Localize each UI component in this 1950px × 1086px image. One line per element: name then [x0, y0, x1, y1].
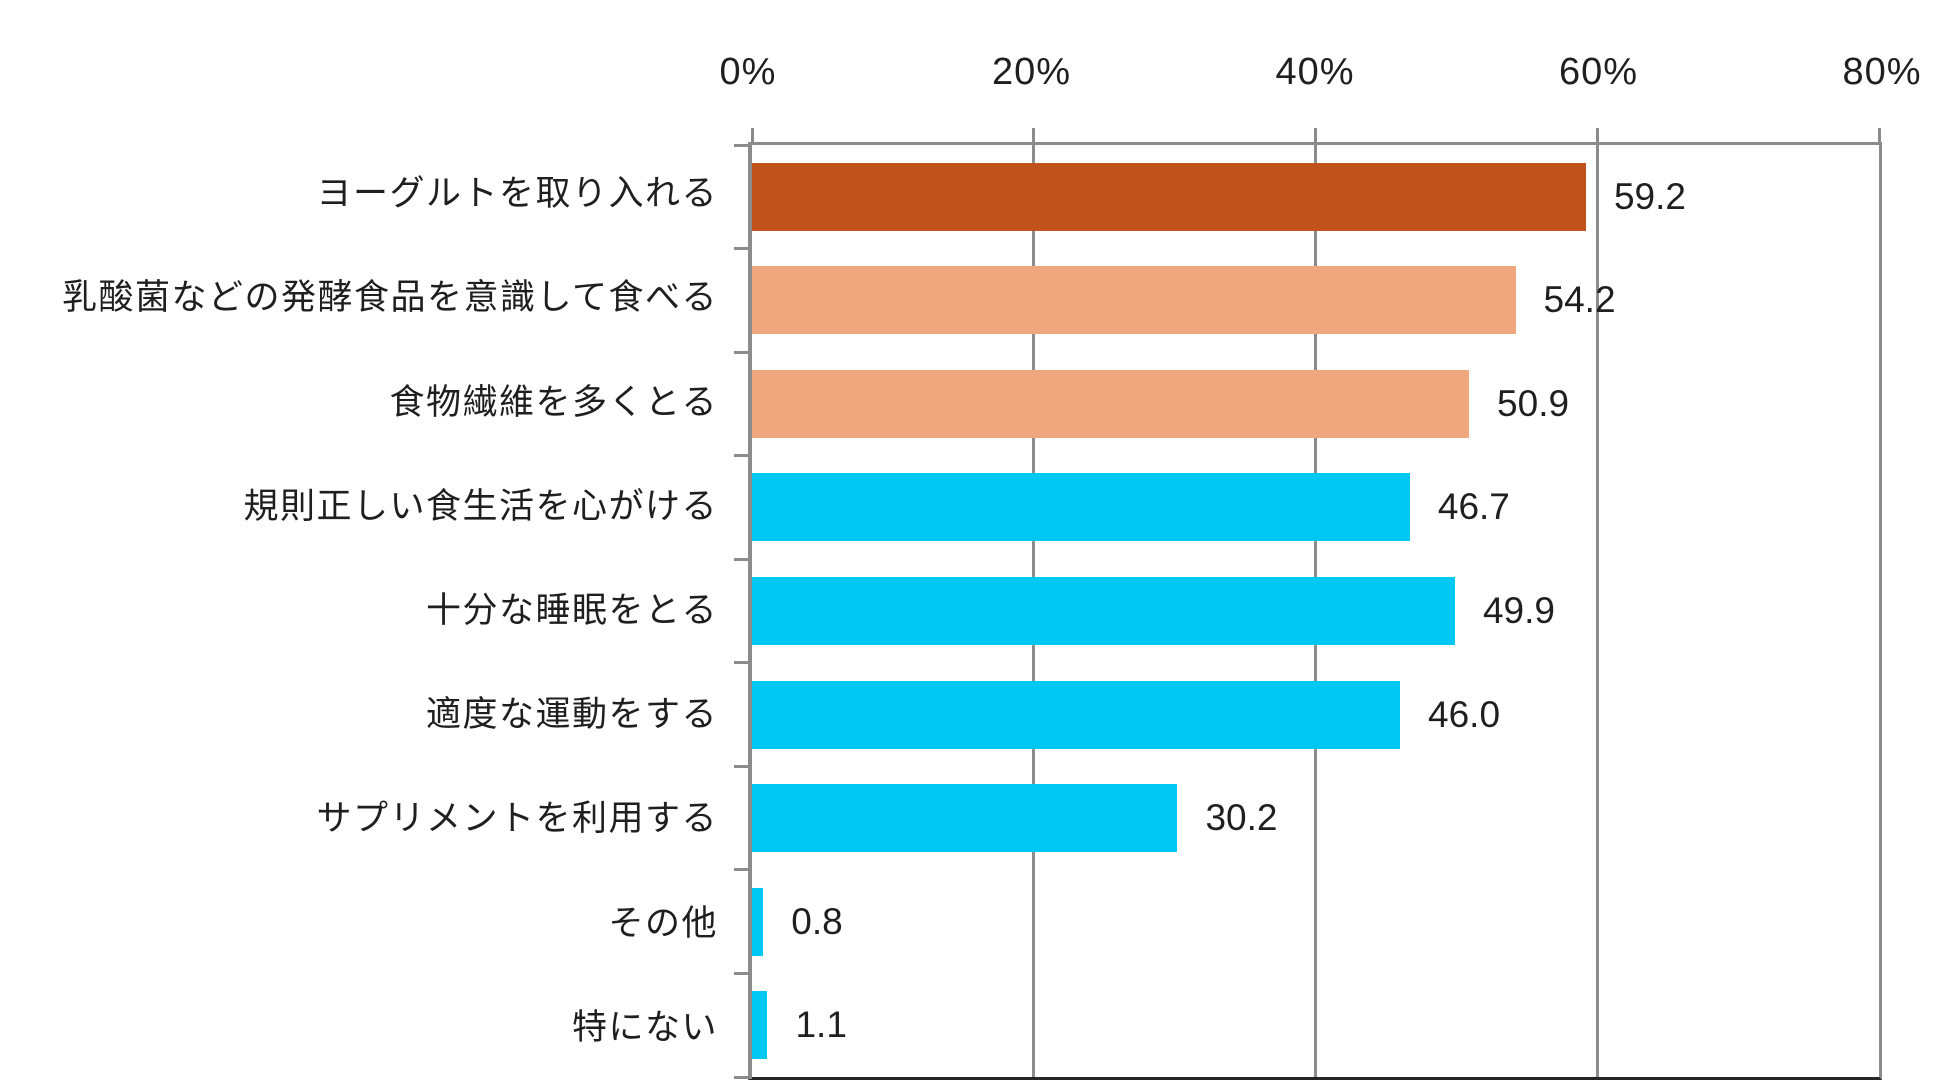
bar-row: 0.8 — [752, 870, 1879, 974]
x-axis-tick-mark — [1877, 128, 1881, 145]
category-label: 規則正しい食生活を心がける — [243, 486, 718, 526]
bar — [752, 576, 1455, 645]
gridline — [1595, 145, 1599, 1077]
y-axis-tick-mark — [734, 454, 752, 458]
y-axis-tick-mark — [734, 1075, 752, 1079]
category-label: その他 — [608, 903, 718, 943]
y-axis-tick-mark — [734, 661, 752, 665]
category-label: 食物繊維を多くとる — [389, 382, 718, 422]
y-axis-tick-mark — [734, 764, 752, 768]
category-label: 適度な運動をする — [425, 695, 718, 735]
category-axis: ヨーグルトを取り入れる乳酸菌などの発酵食品を意識して食べる食物繊維を多くとる規則… — [0, 142, 718, 1080]
plot-area: 59.2 54.2 50.9 46.7 49.9 46.0 30.2 0.8 1.1 — [734, 128, 1882, 1080]
bar — [752, 887, 764, 956]
bar-row: 1.1 — [752, 973, 1879, 1077]
bar-value-label: 30.2 — [1205, 797, 1278, 839]
bar — [752, 369, 1470, 438]
category-label: ヨーグルトを取り入れる — [316, 174, 718, 214]
x-axis-tick-label: 60% — [1558, 51, 1639, 93]
bar-row: 59.2 — [752, 145, 1879, 249]
bar-row: 50.9 — [752, 352, 1879, 456]
bar — [752, 991, 768, 1060]
x-axis-tick-mark — [750, 128, 754, 145]
bar-value-label: 54.2 — [1543, 279, 1616, 321]
y-axis-tick-mark — [734, 350, 752, 354]
bar-row: 30.2 — [752, 766, 1879, 870]
bar-value-label: 59.2 — [1613, 175, 1686, 217]
x-axis-tick-mark — [1595, 128, 1599, 145]
bar-value-label: 46.0 — [1428, 693, 1501, 735]
y-axis-tick-mark — [734, 247, 752, 251]
bar — [752, 162, 1586, 231]
bar-row: 54.2 — [752, 249, 1879, 353]
x-axis-tick-mark — [1032, 128, 1036, 145]
category-label: 乳酸菌などの発酵食品を意識して食べる — [62, 278, 718, 318]
x-axis-tick-label: 20% — [991, 51, 1072, 93]
bar — [752, 473, 1410, 542]
bar-value-label: 1.1 — [795, 1004, 847, 1046]
category-label: 特にない — [571, 1007, 718, 1047]
bar-value-label: 0.8 — [791, 900, 843, 942]
y-axis-tick-mark — [734, 557, 752, 561]
x-axis-top: 0% 20% 40% 60% 80% — [720, 40, 1921, 104]
x-axis-tick-mark — [1314, 128, 1317, 145]
bar-row: 46.0 — [752, 663, 1879, 767]
bar-value-label: 49.9 — [1482, 589, 1555, 631]
y-axis-tick-mark — [734, 143, 752, 147]
category-label: 十分な睡眠をとる — [425, 591, 718, 630]
y-axis-tick-mark — [734, 868, 752, 872]
bar-value-label: 50.9 — [1497, 382, 1570, 424]
bar-row: 46.7 — [752, 456, 1879, 560]
x-axis-tick-label: 0% — [719, 51, 777, 93]
category-label: サプリメントを利用する — [316, 799, 718, 839]
bar-value-label: 46.7 — [1437, 486, 1510, 528]
bar — [752, 266, 1516, 335]
x-axis-tick-label: 80% — [1842, 51, 1922, 93]
bar-row: 49.9 — [752, 559, 1879, 663]
y-axis-tick-mark — [734, 971, 752, 975]
bar — [752, 680, 1401, 749]
x-axis-tick-label: 40% — [1275, 51, 1355, 93]
bar — [752, 784, 1178, 853]
